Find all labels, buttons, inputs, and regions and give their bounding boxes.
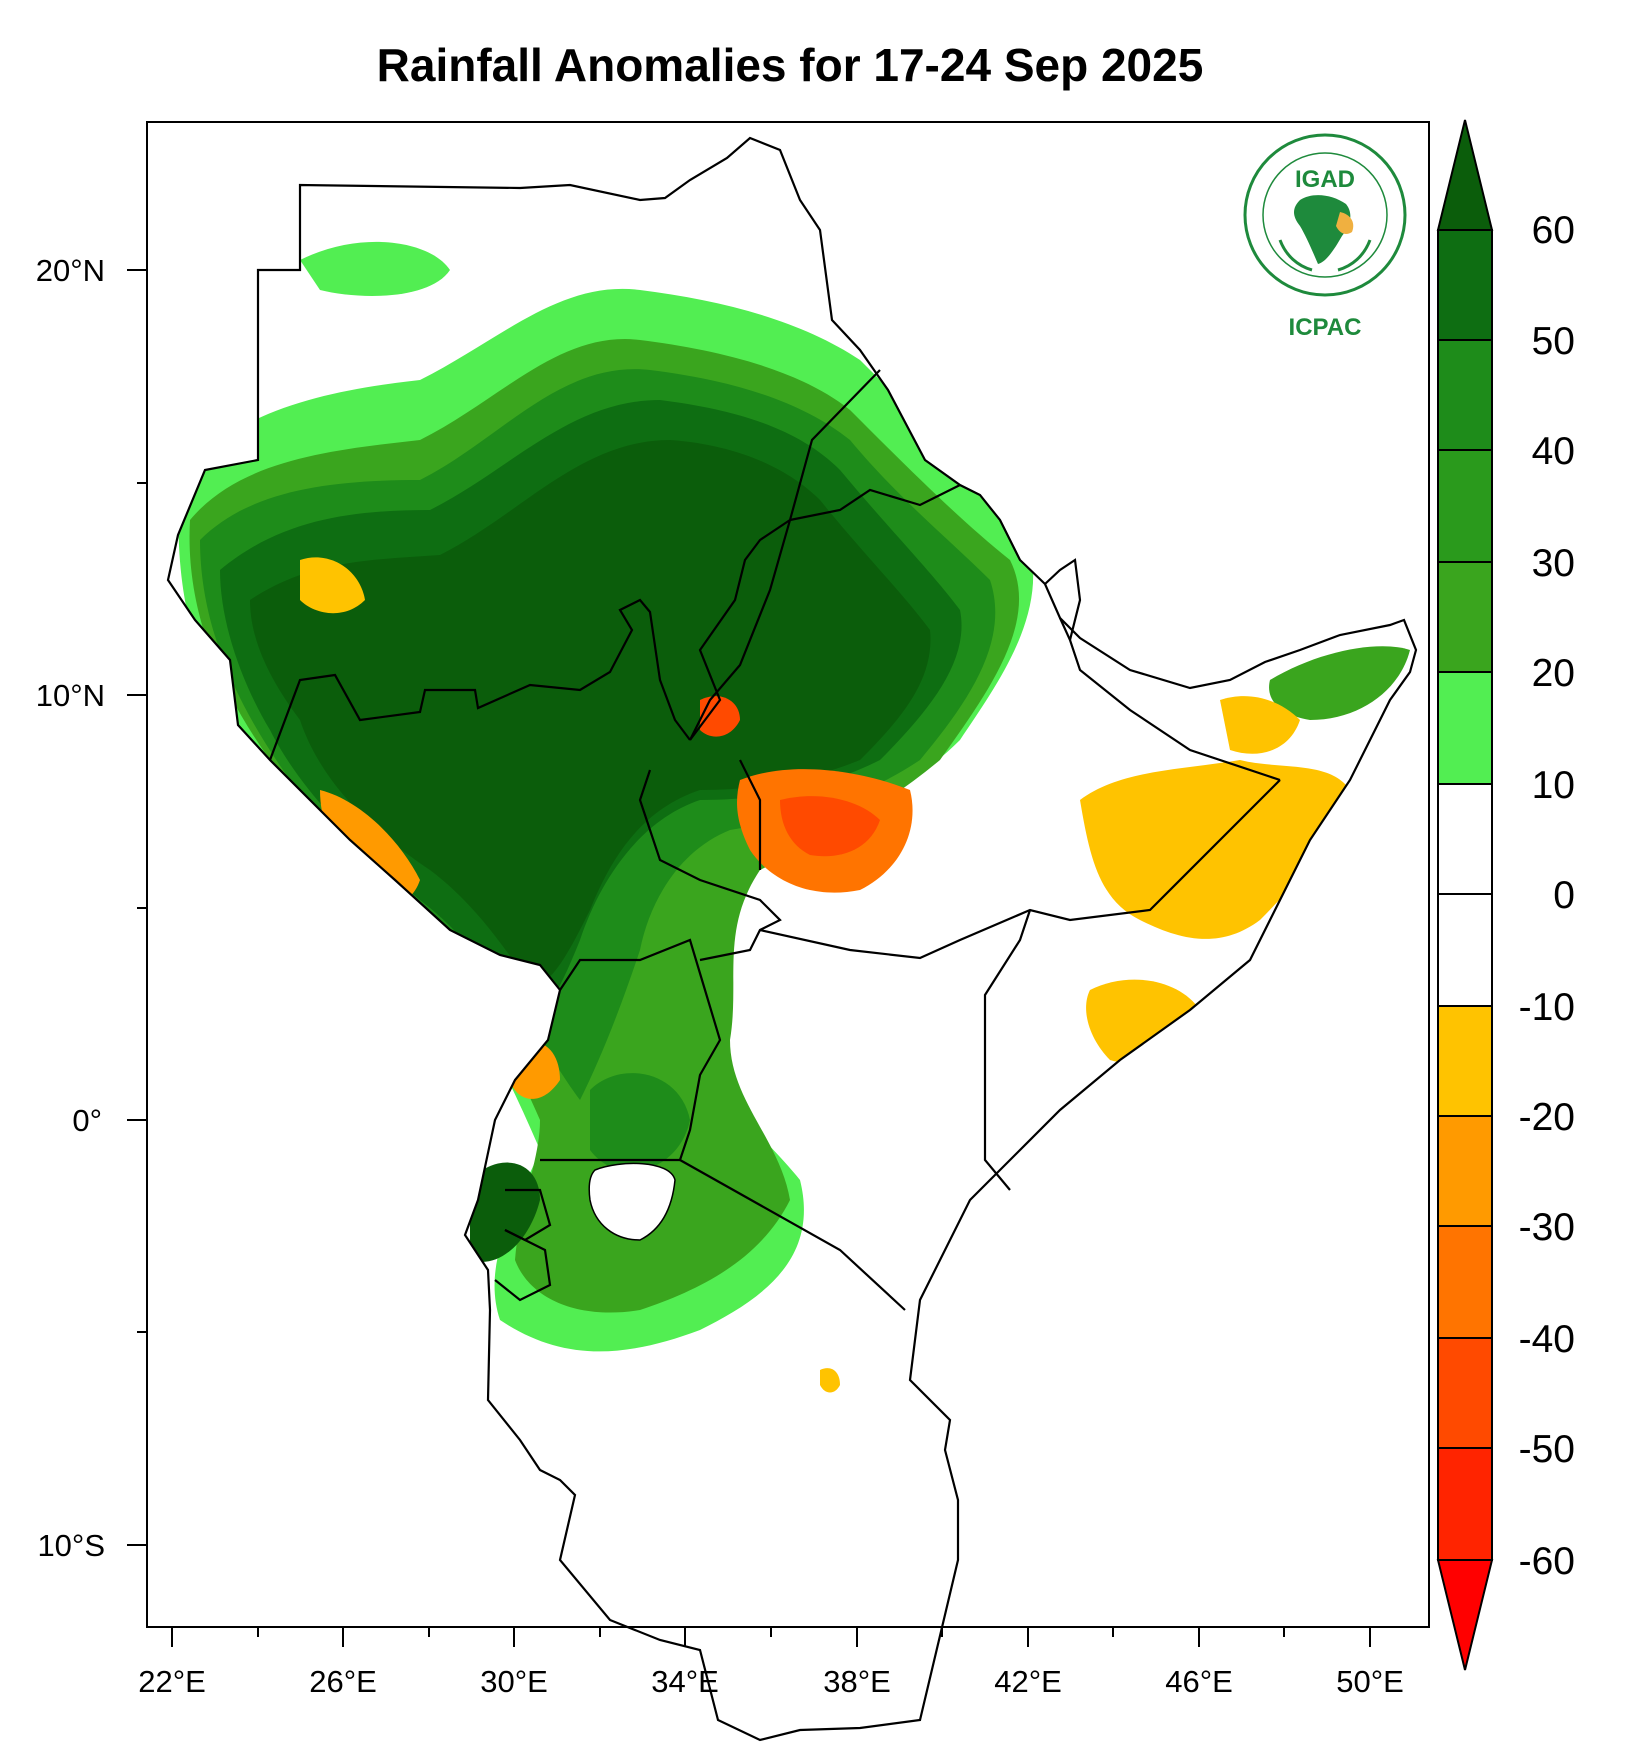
colorbar-bin-10-20 xyxy=(1437,671,1493,785)
colorbar-label: 40 xyxy=(1532,430,1575,473)
lon-label-50e: 50°E xyxy=(1336,1664,1404,1699)
colorbar-label: 20 xyxy=(1532,652,1575,695)
colorbar-bin-m20-m10 xyxy=(1437,1005,1493,1117)
colorbar-bin-m10-0 xyxy=(1437,893,1493,1007)
lat-ticks xyxy=(127,269,147,1546)
lon-ticks xyxy=(171,1627,1371,1647)
colorbar-bin-40-50 xyxy=(1437,339,1493,451)
colorbar-label: -30 xyxy=(1519,1206,1575,1249)
colorbar-bin-30-40 xyxy=(1437,449,1493,563)
lon-label-34e: 34°E xyxy=(651,1664,719,1699)
lon-label-22e: 22°E xyxy=(138,1664,206,1699)
colorbar-label: 50 xyxy=(1532,320,1575,363)
colorbar-label: 0 xyxy=(1553,874,1575,917)
lat-label-0: 0° xyxy=(72,1103,102,1138)
colorbar-label: -60 xyxy=(1519,1540,1575,1583)
lat-label-10n: 10°N xyxy=(36,678,105,713)
lon-label-46e: 46°E xyxy=(1165,1664,1233,1699)
colorbar-bin-20-30 xyxy=(1437,561,1493,673)
laurel-right-icon xyxy=(1337,239,1372,272)
colorbar-bin-m30-m20 xyxy=(1437,1115,1493,1227)
colorbar-top-arrow xyxy=(1436,119,1494,231)
lon-label-38e: 38°E xyxy=(823,1664,891,1699)
colorbar-bin-m60-m50 xyxy=(1437,1447,1493,1561)
colorbar-bin-0-10 xyxy=(1437,783,1493,895)
anomaly-field xyxy=(178,241,1410,1393)
colorbar-label: 10 xyxy=(1532,764,1575,807)
colorbar-label: -10 xyxy=(1519,986,1575,1029)
colorbar-bin-m40-m30 xyxy=(1437,1225,1493,1339)
africa-icon xyxy=(1294,195,1351,264)
laurel-left-icon xyxy=(1278,239,1313,272)
lon-label-42e: 42°E xyxy=(994,1664,1062,1699)
colorbar-bottom-arrow xyxy=(1436,1559,1494,1671)
colorbar-bin-50-60 xyxy=(1437,229,1493,341)
colorbar-bin-m50-m40 xyxy=(1437,1337,1493,1449)
colorbar-label: -20 xyxy=(1519,1096,1575,1139)
lon-label-26e: 26°E xyxy=(309,1664,377,1699)
colorbar-label: 60 xyxy=(1532,209,1575,252)
colorbar-label: -40 xyxy=(1519,1318,1575,1361)
colorbar-label: 30 xyxy=(1532,542,1575,585)
logo-igad-text: IGAD xyxy=(1295,166,1355,193)
colorbar-label: -50 xyxy=(1519,1428,1575,1471)
lat-label-10s: 10°S xyxy=(37,1528,105,1563)
logo-icpac-text: ICPAC xyxy=(1289,314,1362,341)
lake-victoria xyxy=(588,1162,676,1241)
lon-label-30e: 30°E xyxy=(480,1664,548,1699)
lat-label-20n: 20°N xyxy=(36,253,105,288)
map-title: Rainfall Anomalies for 17-24 Sep 2025 xyxy=(376,39,1204,91)
country-borders xyxy=(166,136,1418,1742)
colorbar xyxy=(1436,119,1494,1671)
igad-logo: IGAD ICPAC xyxy=(1243,133,1407,341)
horn-of-africa-icon xyxy=(1336,212,1354,234)
